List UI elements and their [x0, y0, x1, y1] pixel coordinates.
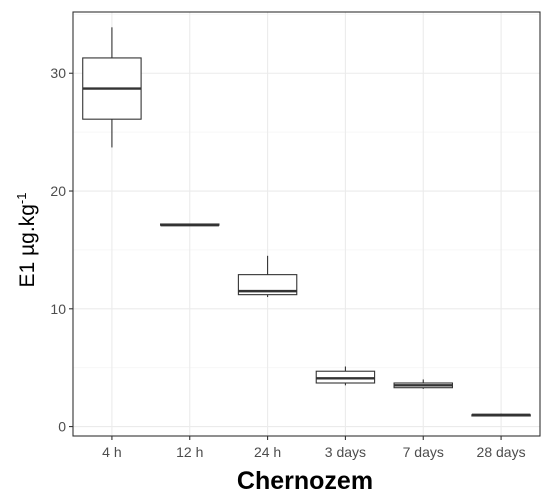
y-tick-label: 20 [50, 183, 66, 199]
grid-lines [73, 12, 540, 436]
box-12-h [160, 223, 220, 227]
y-tick-label: 0 [58, 419, 66, 435]
box-24-h [237, 255, 298, 298]
tick-labels: 0 10 20 30 4 h 12 h 24 h 3 days 7 days 28 days [50, 65, 525, 460]
y-axis-title: E1 µg.kg-1 [14, 193, 39, 288]
y-axis-title-superscript: -1 [14, 193, 29, 205]
x-tick-label: 4 h [102, 444, 121, 460]
box-body [237, 274, 298, 296]
box-28-days [471, 413, 531, 417]
box-7-days [393, 379, 453, 389]
x-tick-label: 12 h [176, 444, 203, 460]
box-4-h [82, 27, 142, 148]
y-tick-label: 30 [50, 65, 66, 81]
x-tick-label: 3 days [325, 444, 366, 460]
x-tick-label: 24 h [254, 444, 281, 460]
y-axis-title-main: E1 µg.kg [16, 204, 39, 287]
box-3-days [315, 366, 376, 386]
boxes-layer [82, 27, 531, 417]
x-axis-title: Chernozem [237, 467, 373, 495]
y-tick-label: 10 [50, 301, 66, 317]
panel-border [72, 11, 541, 437]
tick-marks [69, 72, 502, 440]
x-tick-label: 7 days [403, 444, 444, 460]
x-tick-label: 28 days [477, 444, 526, 460]
